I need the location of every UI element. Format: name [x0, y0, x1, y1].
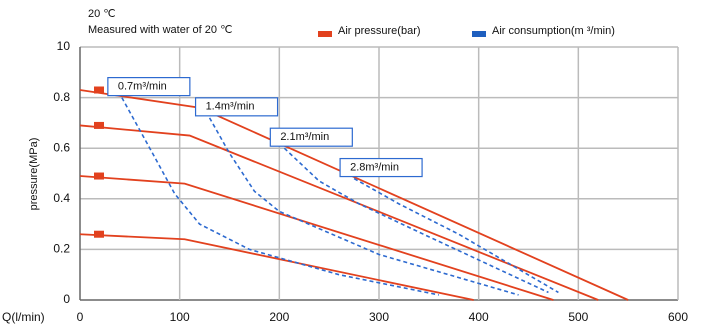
x-tick-label: 400: [469, 310, 489, 324]
curve-label-box: [107, 76, 191, 97]
y-tick-label: 0.4: [53, 191, 70, 205]
y-tick-label: 0.8: [53, 90, 70, 104]
note-line: 20 ℃: [88, 8, 116, 20]
curve-label: 0.7m³/min: [118, 81, 167, 93]
y-tick-label: 10: [57, 39, 71, 53]
pressure-line: [79, 175, 554, 301]
y-tick-label: 0.2: [53, 242, 70, 256]
x-tick-label: 200: [269, 310, 289, 324]
legend-label: Air pressure(bar): [338, 25, 421, 37]
x-tick-label: 500: [568, 310, 588, 324]
consumption-line: [283, 147, 549, 294]
curve-label: 2.1m³/min: [280, 131, 329, 143]
curve-label-box: [339, 157, 423, 178]
consumption-line: [121, 97, 439, 296]
curve-label: 1.4m³/min: [206, 101, 255, 113]
pressure-marker: [94, 230, 104, 238]
legend-label: Air consumption(m ³/min): [492, 25, 615, 37]
curve-label-box: [194, 97, 279, 117]
y-axis-label: pressure(MPa): [28, 138, 40, 211]
pressure-line: [79, 124, 599, 301]
y-tick-label: 0: [63, 292, 70, 306]
curve-label: 2.8m³/min: [350, 161, 399, 173]
x-axis-label: Q(l/min): [2, 310, 45, 324]
x-tick-label: 600: [668, 310, 688, 324]
note-line: Measured with water of 20 ℃: [88, 24, 232, 36]
pressure-marker: [94, 172, 104, 180]
pressure-line: [79, 89, 629, 301]
pressure-marker: [94, 86, 104, 94]
legend-swatch: [472, 31, 486, 37]
curve-label-box: [269, 127, 353, 147]
x-tick-label: 0: [77, 310, 84, 324]
pressure-marker: [94, 121, 104, 129]
pressure-line: [79, 233, 474, 301]
consumption-line: [353, 177, 559, 294]
legend-swatch: [318, 31, 332, 37]
y-tick-label: 0.6: [53, 140, 70, 154]
x-tick-label: 300: [369, 310, 389, 324]
x-tick-label: 100: [170, 310, 190, 324]
